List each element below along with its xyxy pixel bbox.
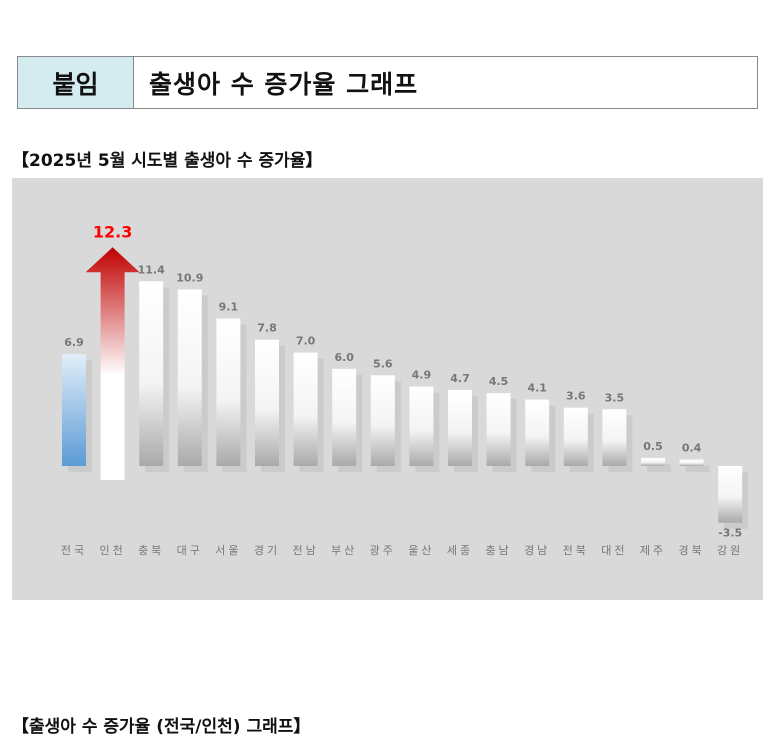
bar-전국 xyxy=(62,354,86,466)
category-label: 경남 xyxy=(524,544,550,557)
bar-전남 xyxy=(293,352,318,466)
bar-강원 xyxy=(718,466,743,523)
bar-울산 xyxy=(409,386,434,466)
data-label: 10.9 xyxy=(176,271,203,284)
data-label: 7.0 xyxy=(296,335,316,348)
title-box: 붙임 출생아 수 증가율 그래프 xyxy=(17,56,758,109)
bar-경북 xyxy=(679,459,704,466)
bar-대구 xyxy=(177,289,202,466)
data-label: 4.9 xyxy=(412,369,432,382)
category-label: 충북 xyxy=(138,544,164,557)
category-label: 세종 xyxy=(447,544,473,557)
bar-shadow xyxy=(685,465,710,472)
bar-광주 xyxy=(370,375,395,466)
data-label: -3.5 xyxy=(718,527,742,540)
category-label: 부산 xyxy=(331,544,357,557)
data-label: 4.5 xyxy=(489,375,509,388)
category-label: 경기 xyxy=(254,544,280,557)
bar-부산 xyxy=(332,368,357,466)
bar-인천 xyxy=(85,247,140,480)
data-label: 4.7 xyxy=(450,372,470,385)
data-label: 11.4 xyxy=(138,263,165,276)
data-label: 5.6 xyxy=(373,357,393,370)
bar-충북 xyxy=(139,281,164,466)
category-label: 전북 xyxy=(563,544,589,557)
bar-chart: 6.9 전국 12.3 인천 11.4 충북 10.9 대구 9.1 서울 7.8 경기 7.0 전남 6.… xyxy=(61,222,749,557)
category-label: 충남 xyxy=(485,544,511,557)
data-label: 6.0 xyxy=(334,351,354,364)
data-label: 7.8 xyxy=(257,322,277,335)
chart-panel: 6.9 전국 12.3 인천 11.4 충북 10.9 대구 9.1 서울 7.8 경기 7.0 전남 6.… xyxy=(12,178,763,600)
data-label: 0.5 xyxy=(643,440,663,453)
category-label: 대구 xyxy=(177,544,203,557)
bar-제주 xyxy=(641,457,665,466)
category-label: 울산 xyxy=(408,544,434,557)
data-label: 3.6 xyxy=(566,390,586,403)
category-label: 광주 xyxy=(370,544,396,557)
category-label: 전남 xyxy=(292,544,318,557)
category-label: 경북 xyxy=(678,544,704,557)
data-label: 4.1 xyxy=(527,382,547,395)
attachment-tag: 붙임 xyxy=(18,57,134,108)
data-label: 12.3 xyxy=(93,222,132,241)
bar-세종 xyxy=(448,389,472,466)
bar-shadow xyxy=(647,463,671,472)
bar-서울 xyxy=(216,318,241,466)
category-label: 전국 xyxy=(61,544,87,557)
bar-경기 xyxy=(255,339,279,466)
bar-전북 xyxy=(563,407,588,466)
data-label: 9.1 xyxy=(219,301,239,314)
category-label: 대전 xyxy=(601,544,627,557)
category-label: 인천 xyxy=(99,543,125,557)
chart-section-title: 【2025년 5월 시도별 출생아 수 증가율】 xyxy=(12,151,323,171)
data-label: 6.9 xyxy=(64,336,84,349)
category-label: 제주 xyxy=(640,544,666,557)
bar-충남 xyxy=(486,393,511,466)
page-title: 출생아 수 증가율 그래프 xyxy=(149,69,419,99)
chart2-section-title: 【출생아 수 증가율 (전국/인천) 그래프】 xyxy=(12,717,311,737)
bar-경남 xyxy=(525,399,550,466)
data-label: 0.4 xyxy=(682,442,702,455)
category-label: 서울 xyxy=(215,544,241,557)
category-label: 강원 xyxy=(717,544,743,557)
bar-대전 xyxy=(602,409,627,466)
data-label: 3.5 xyxy=(605,391,625,404)
